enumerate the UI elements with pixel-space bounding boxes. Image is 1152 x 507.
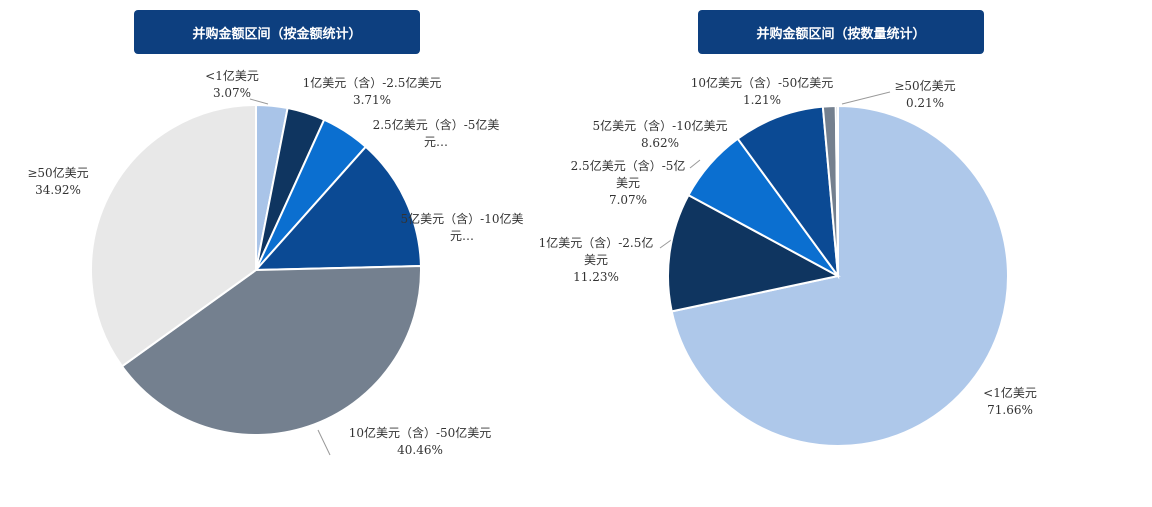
leader-line <box>249 98 269 105</box>
pie-slice <box>120 265 422 436</box>
category-label: 5亿美元（含）-10亿美元… <box>400 212 524 243</box>
slice-label: 5亿美元（含）-10亿美元 8.62% <box>570 118 750 152</box>
value-label: 7.07% <box>608 193 648 207</box>
category-label: 2.5亿美元（含）-5亿美元… <box>372 118 500 149</box>
value-label: 1.21% <box>742 93 782 107</box>
pie-slice <box>90 103 257 368</box>
value-label: 8.62% <box>640 136 680 150</box>
value-label: 11.23% <box>573 270 619 284</box>
category-label: 1亿美元（含）-2.5亿美元 <box>538 236 654 267</box>
slice-label: <1亿美元 71.66% <box>970 385 1050 419</box>
leader-lines <box>249 91 891 456</box>
value-label: 0.21% <box>905 96 945 110</box>
slice-label: 2.5亿美元（含）-5亿美元… <box>371 117 501 151</box>
leader-line <box>689 159 701 169</box>
chart-title: 并购金额区间（按金额统计） <box>134 10 420 54</box>
slice-label: 1亿美元（含）-2.5亿美元 3.71% <box>272 75 472 109</box>
value-label: 3.71% <box>352 93 392 107</box>
category-label: 10亿美元（含）-50亿美元 <box>690 76 834 90</box>
slice-label: 2.5亿美元（含）-5亿美元 7.07% <box>568 158 688 209</box>
category-label: ≥50亿美元 <box>894 79 956 93</box>
value-label: 34.92% <box>35 183 81 197</box>
pie-slice <box>253 145 422 272</box>
slice-label: 1亿美元（含）-2.5亿美元 11.23% <box>536 235 656 286</box>
slice-label: 10亿美元（含）-50亿美元 40.46% <box>320 425 520 459</box>
value-label: 71.66% <box>987 403 1033 417</box>
pie-slice <box>667 193 841 313</box>
category-label: <1亿美元 <box>983 386 1037 400</box>
leader-line <box>317 429 331 456</box>
pie-slice <box>736 105 840 280</box>
category-label: <1亿美元 <box>205 69 259 83</box>
slice-label: 10亿美元（含）-50亿美元 1.21% <box>672 75 852 109</box>
chart-title: 并购金额区间（按数量统计） <box>698 10 984 54</box>
category-label: 10亿美元（含）-50亿美元 <box>348 426 492 440</box>
value-label: 40.46% <box>397 443 443 457</box>
slice-label: ≥50亿美元 34.92% <box>18 165 98 199</box>
slice-label: <1亿美元 3.07% <box>187 68 277 102</box>
pie-slice <box>834 104 839 277</box>
category-label: ≥50亿美元 <box>27 166 89 180</box>
value-label: 3.07% <box>212 86 252 100</box>
slice-label: 5亿美元（含）-10亿美元… <box>397 211 527 245</box>
category-label: 2.5亿美元（含）-5亿美元 <box>570 159 686 190</box>
category-label: 1亿美元（含）-2.5亿美元 <box>302 76 442 90</box>
category-label: 5亿美元（含）-10亿美元 <box>592 119 728 133</box>
leader-line <box>841 91 891 105</box>
slice-label: ≥50亿美元 0.21% <box>885 78 965 112</box>
